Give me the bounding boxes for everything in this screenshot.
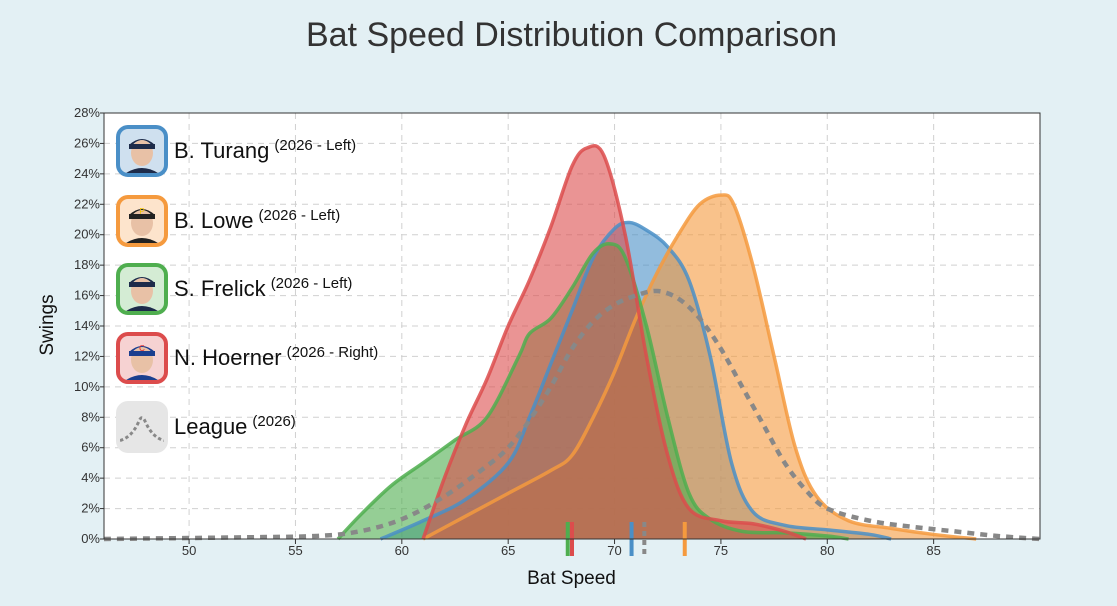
y-tick-label: 28%	[74, 105, 100, 120]
legend-detail: (2026 - Right)	[286, 343, 379, 361]
legend-detail: (2026 - Left)	[270, 274, 353, 292]
chart-title: Bat Speed Distribution Comparison	[305, 16, 838, 54]
x-tick-label: 55	[288, 543, 302, 558]
y-tick-label: 26%	[74, 135, 100, 150]
legend-label: S. Frelick	[174, 276, 266, 301]
y-tick-label: 10%	[74, 379, 100, 394]
y-tick-label: 0%	[81, 531, 100, 546]
series-line	[336, 241, 849, 541]
y-tick-label: 20%	[74, 227, 100, 242]
league-line	[103, 288, 1041, 542]
x-tick-label: 50	[182, 543, 196, 558]
legend-label: N. Hoerner	[174, 345, 282, 370]
legend-label: League	[174, 414, 248, 439]
legend-item-lowe[interactable]: P B. Lowe (2026 - Left)	[116, 192, 340, 250]
x-axis-label: Bat Speed	[527, 568, 616, 589]
x-tick-label: 60	[395, 543, 409, 558]
legend-item-frelick[interactable]: S. Frelick (2026 - Left)	[116, 260, 352, 318]
legend-detail: (2026 - Left)	[258, 206, 341, 224]
distribution-areas	[336, 143, 977, 541]
y-tick-label: 16%	[74, 288, 100, 303]
y-tick-label: 18%	[74, 257, 100, 272]
y-tick-label: 14%	[74, 318, 100, 333]
y-tick-label: 2%	[81, 501, 100, 516]
player-headshot-icon: P	[116, 195, 168, 247]
y-axis-ticks: 0% 2% 4% 6% 8% 10% 12% 14% 16% 18% 20% 22% 24% 26% 28%	[74, 105, 104, 546]
legend-label: B. Lowe	[174, 208, 254, 233]
series-line	[421, 143, 807, 541]
y-tick-label: 24%	[74, 166, 100, 181]
y-tick-label: 4%	[81, 470, 100, 485]
legend-detail: (2026 - Left)	[274, 136, 357, 154]
league-curve	[103, 288, 1041, 542]
svg-text:P: P	[139, 207, 144, 216]
legend-item-turang[interactable]: B. Turang (2026 - Left)	[116, 122, 356, 180]
player-headshot-icon	[116, 263, 168, 315]
series-line	[379, 220, 892, 541]
legend-detail: (2026)	[252, 412, 296, 430]
y-tick-label: 8%	[81, 409, 100, 424]
svg-text:C: C	[139, 344, 145, 353]
player-headshot-icon	[116, 125, 168, 177]
player-headshot-icon: C	[116, 332, 168, 384]
x-tick-label: 75	[714, 543, 728, 558]
x-axis-ticks: 50 55 60 65 70 75 80 85	[182, 539, 941, 558]
x-tick-label: 70	[607, 543, 621, 558]
series-line	[422, 193, 977, 541]
y-tick-label: 6%	[81, 440, 100, 455]
x-tick-label: 65	[501, 543, 515, 558]
dotted-curve-icon	[116, 401, 168, 453]
legend-label: B. Turang	[174, 138, 270, 163]
y-tick-label: 12%	[74, 348, 100, 363]
legend-item-hoerner[interactable]: C N. Hoerner (2026 - Right)	[116, 329, 378, 387]
x-tick-label: 85	[926, 543, 940, 558]
x-tick-label: 80	[820, 543, 834, 558]
series-area	[423, 194, 977, 539]
y-tick-label: 22%	[74, 196, 100, 211]
legend-item-league[interactable]: League (2026)	[116, 398, 296, 456]
